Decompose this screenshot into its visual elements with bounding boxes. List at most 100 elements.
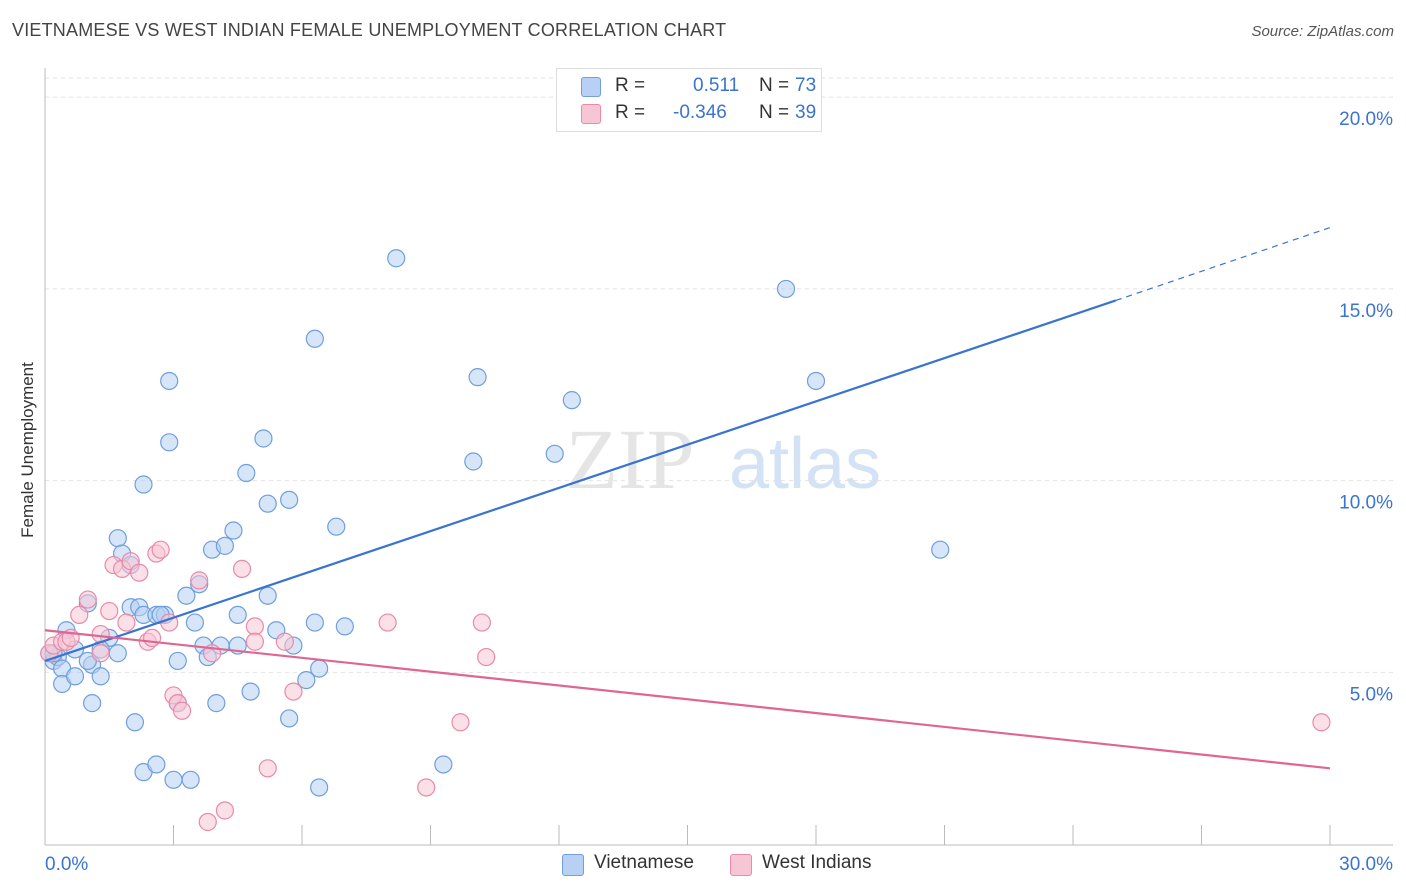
legend-r-label: R =	[615, 102, 646, 123]
vietnamese-point	[160, 433, 179, 452]
vietnamese-point	[335, 617, 354, 636]
legend-n-label: N =	[759, 102, 790, 123]
vietnamese-point	[65, 667, 85, 686]
west-indian-point	[198, 812, 217, 832]
vietnamese-point	[468, 368, 487, 387]
vietnamese-point	[160, 371, 179, 391]
bottom-legend-label-west-indians: West Indians	[762, 852, 872, 873]
legend-r-value: 0.511	[693, 75, 740, 96]
vietnamese-point	[434, 755, 453, 774]
vietnamese-point	[305, 329, 324, 348]
west-indian-point	[78, 590, 97, 609]
vietnamese-point	[545, 444, 564, 463]
vietnamese-point	[310, 778, 329, 797]
vietnamese-point	[125, 713, 145, 732]
west-indian-point	[232, 559, 252, 578]
west-indian-point	[284, 682, 303, 701]
west-indian-point	[117, 613, 136, 632]
west-indian-point	[142, 628, 162, 648]
vietnamese-point	[237, 463, 256, 483]
west-indian-point	[472, 613, 491, 632]
vietnamese-point	[83, 694, 102, 713]
west-indian-point	[70, 605, 89, 625]
vietnamese-point	[91, 667, 110, 686]
west-indian-trend-line	[44, 629, 1331, 770]
vietnamese-point	[108, 529, 127, 548]
vietnamese-point	[147, 755, 166, 774]
axis-layer	[44, 68, 1393, 846]
west-indian-point	[451, 713, 470, 732]
vietnamese-point	[310, 659, 329, 678]
vietnamese-point	[931, 540, 950, 559]
grid-layer	[45, 77, 1393, 673]
west-indian-point	[130, 563, 149, 582]
trend-layer	[44, 226, 1331, 770]
west-indian-point	[245, 617, 264, 636]
vietnamese-point	[280, 490, 299, 509]
west-indian-point	[245, 632, 264, 651]
vietnamese-point	[387, 249, 406, 268]
legend-r-value: -0.346	[673, 102, 727, 123]
legend-n-label: N =	[759, 75, 790, 96]
watermark-atlas: atlas	[729, 424, 881, 504]
y-tick-label: 5.0%	[1350, 684, 1393, 705]
chart-title: VIETNAMESE VS WEST INDIAN FEMALE UNEMPLO…	[12, 20, 727, 40]
tick-labels: 5.0% 10.0% 15.0% 20.0% 0.0% 30.0%	[45, 109, 1393, 875]
vietnamese-point	[207, 694, 226, 713]
vietnamese-point	[280, 709, 299, 728]
vietnamese-point	[327, 517, 346, 536]
y-tick-label: 10.0%	[1339, 493, 1393, 514]
west-indian-point	[91, 644, 110, 663]
vietnamese-point	[224, 521, 243, 540]
vietnamese-point	[464, 452, 483, 471]
legend-swatch-west-indians	[581, 104, 601, 124]
vietnamese-point	[215, 536, 234, 555]
vietnamese-point	[241, 682, 260, 701]
correlation-legend: R = 0.511 N = 73 R = -0.346 N = 39	[556, 68, 822, 132]
west-indian-point	[172, 701, 192, 720]
vietnamese-point	[562, 391, 581, 410]
vietnamese-point	[258, 494, 277, 513]
x-tick-label: 0.0%	[45, 854, 88, 875]
vietnamese-point	[776, 279, 796, 299]
legend-r-label: R =	[615, 75, 646, 96]
vietnamese-point	[185, 613, 205, 632]
vietnamese-point	[254, 429, 273, 448]
vietnamese-point	[806, 371, 826, 391]
watermark: ZIP atlas	[566, 411, 882, 507]
west-indian-point	[100, 601, 119, 621]
legend-n-value: 39	[795, 102, 817, 123]
west-indian-point	[190, 571, 209, 590]
bottom-legend-swatch-west-indians	[730, 854, 752, 876]
vietnamese-point	[297, 670, 316, 690]
points-layer	[40, 249, 1331, 832]
vietnamese-point	[134, 475, 153, 494]
vietnamese-point	[164, 770, 183, 789]
west-indian-point	[477, 647, 496, 667]
vietnamese-point	[228, 605, 247, 625]
west-indian-point	[215, 801, 234, 820]
west-indian-point	[378, 613, 397, 632]
x-tick-label: 30.0%	[1339, 854, 1393, 875]
west-indian-point	[151, 540, 170, 559]
west-indian-point	[1312, 713, 1331, 732]
west-indian-point	[258, 759, 277, 778]
bottom-legend-swatch-vietnamese	[562, 854, 584, 876]
source-credit: Source: ZipAtlas.com	[1251, 23, 1394, 40]
y-tick-label: 20.0%	[1339, 109, 1393, 130]
west-indian-point	[275, 632, 294, 651]
vietnamese-trend-line	[44, 299, 1117, 662]
vietnamese-point	[305, 613, 324, 632]
vietnamese-trend-extension	[1115, 226, 1331, 301]
vietnamese-point	[168, 651, 187, 671]
vietnamese-point	[177, 586, 196, 605]
watermark-zip: ZIP	[566, 411, 695, 507]
vietnamese-point	[181, 770, 200, 789]
west-indian-point	[417, 778, 436, 797]
legend-n-value: 73	[795, 75, 817, 96]
legend-swatch-vietnamese	[581, 77, 601, 97]
y-tick-label: 15.0%	[1339, 301, 1393, 322]
bottom-legend-label-vietnamese: Vietnamese	[594, 852, 694, 873]
vietnamese-point	[258, 586, 277, 605]
